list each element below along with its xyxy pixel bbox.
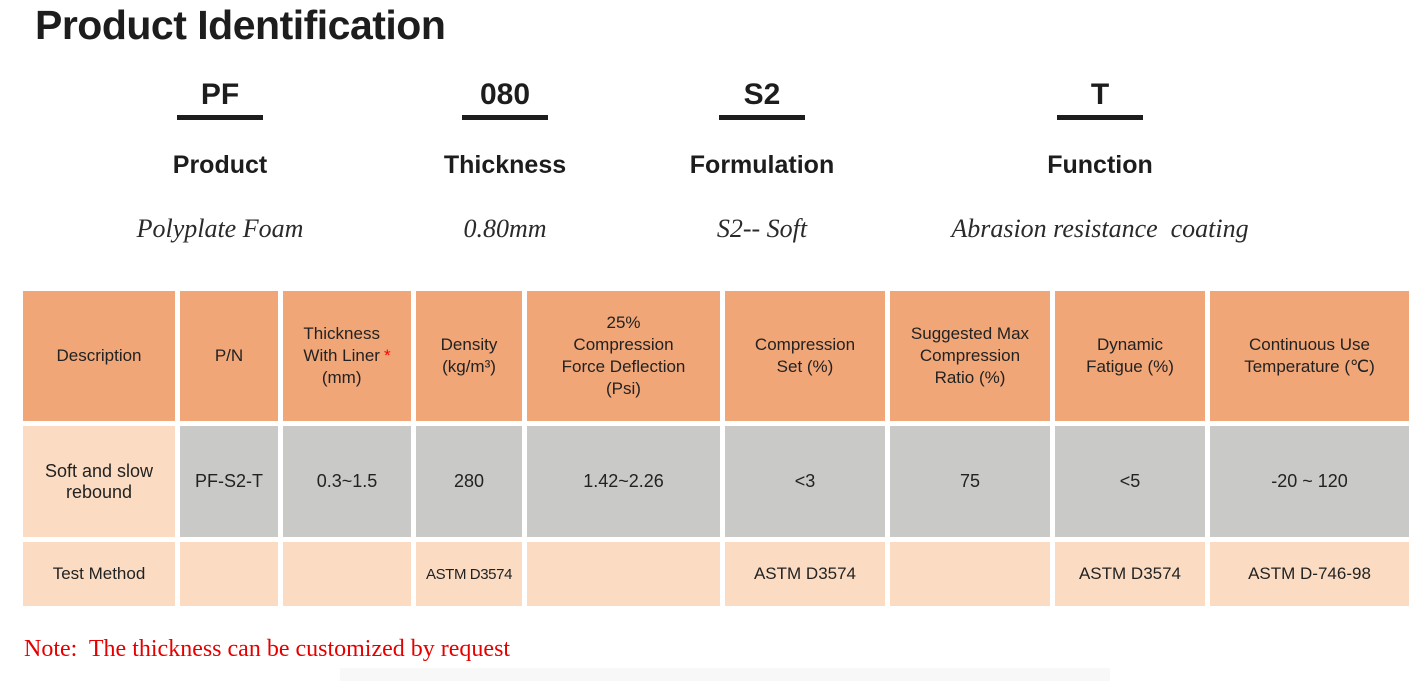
page-title: Product Identification: [35, 2, 446, 48]
code-column-thickness: 080 Thickness 0.80mm: [395, 78, 615, 244]
code-product: PF: [200, 78, 240, 111]
header-cell-thickness-with-liner: Thickness With Liner (mm) *: [283, 291, 411, 421]
test-method-cell-thickness: [283, 542, 411, 606]
required-asterisk: *: [383, 345, 391, 365]
code-underline: [177, 115, 263, 120]
code-label-product: Product: [172, 151, 268, 179]
value-cell-density: 280: [416, 426, 522, 537]
test-method-cell-density: ASTM D3574: [416, 542, 522, 606]
header-label: 25% Compression Force Deflection (Psi): [561, 312, 686, 399]
code-formulation: S2: [743, 78, 781, 111]
header-label: Suggested Max Compression Ratio (%): [910, 323, 1030, 388]
header-label: Thickness With Liner (mm): [303, 323, 380, 388]
thickness-note: Note: The thickness can be customized by…: [24, 636, 511, 662]
header-label: P/N: [214, 345, 244, 365]
code-label-thickness: Thickness: [443, 151, 567, 179]
header-cell-pn: P/N: [180, 291, 278, 421]
test-method-cell-continuous-use-temperature: ASTM D-746-98: [1210, 542, 1409, 606]
value-cell-dynamic-fatigue: <5: [1055, 426, 1205, 537]
code-underline: [1057, 115, 1143, 120]
test-method-cell-pn: [180, 542, 278, 606]
code-thickness: 080: [479, 78, 531, 111]
code-column-function: T Function Abrasion resistance coating: [900, 78, 1300, 244]
value-cell-compression-force-deflection: 1.42~2.26: [527, 426, 720, 537]
code-description-product: Polyplate Foam: [136, 214, 304, 243]
header-cell-compression-set: Compression Set (%): [725, 291, 885, 421]
header-cell-density: Density (kg/m³): [416, 291, 522, 421]
code-column-product: PF Product Polyplate Foam: [110, 78, 330, 244]
header-label: Compression Set (%): [754, 334, 856, 376]
test-method-cell-compression-set: ASTM D3574: [725, 542, 885, 606]
header-cell-compression-force-deflection: 25% Compression Force Deflection (Psi): [527, 291, 720, 421]
test-method-cell-dynamic-fatigue: ASTM D3574: [1055, 542, 1205, 606]
code-label-function: Function: [1047, 151, 1153, 179]
value-cell-compression-set: <3: [725, 426, 885, 537]
header-label: Continuous Use Temperature (℃): [1244, 334, 1375, 376]
code-function: T: [1090, 78, 1110, 111]
header-cell-description: Description: [23, 291, 175, 421]
test-method-cell-suggested-max-compression-ratio: [890, 542, 1050, 606]
code-column-formulation: S2 Formulation S2-- Soft: [652, 78, 872, 244]
spec-table: Description P/N Thickness With Liner (mm…: [23, 291, 1409, 606]
header-label: Density (kg/m³): [440, 334, 498, 376]
partial-bottom-element: [340, 668, 1110, 681]
value-cell-pn: PF-S2-T: [180, 426, 278, 537]
code-underline: [462, 115, 548, 120]
value-cell-suggested-max-compression-ratio: 75: [890, 426, 1050, 537]
header-cell-suggested-max-compression-ratio: Suggested Max Compression Ratio (%): [890, 291, 1050, 421]
value-cell-thickness: 0.3~1.5: [283, 426, 411, 537]
header-label: Dynamic Fatigue (%): [1086, 334, 1174, 376]
header-label: Description: [56, 345, 142, 365]
code-description-formulation: S2-- Soft: [716, 214, 808, 243]
code-description-function: Abrasion resistance coating: [951, 214, 1249, 243]
code-label-formulation: Formulation: [689, 151, 835, 179]
header-cell-continuous-use-temperature: Continuous Use Temperature (℃): [1210, 291, 1409, 421]
test-method-cell-compression-force-deflection: [527, 542, 720, 606]
code-underline: [719, 115, 805, 120]
value-cell-continuous-use-temperature: -20 ~ 120: [1210, 426, 1409, 537]
code-description-thickness: 0.80mm: [463, 214, 547, 243]
row-description-cell: Soft and slow rebound: [23, 426, 175, 537]
header-cell-dynamic-fatigue: Dynamic Fatigue (%): [1055, 291, 1205, 421]
test-method-label-cell: Test Method: [23, 542, 175, 606]
